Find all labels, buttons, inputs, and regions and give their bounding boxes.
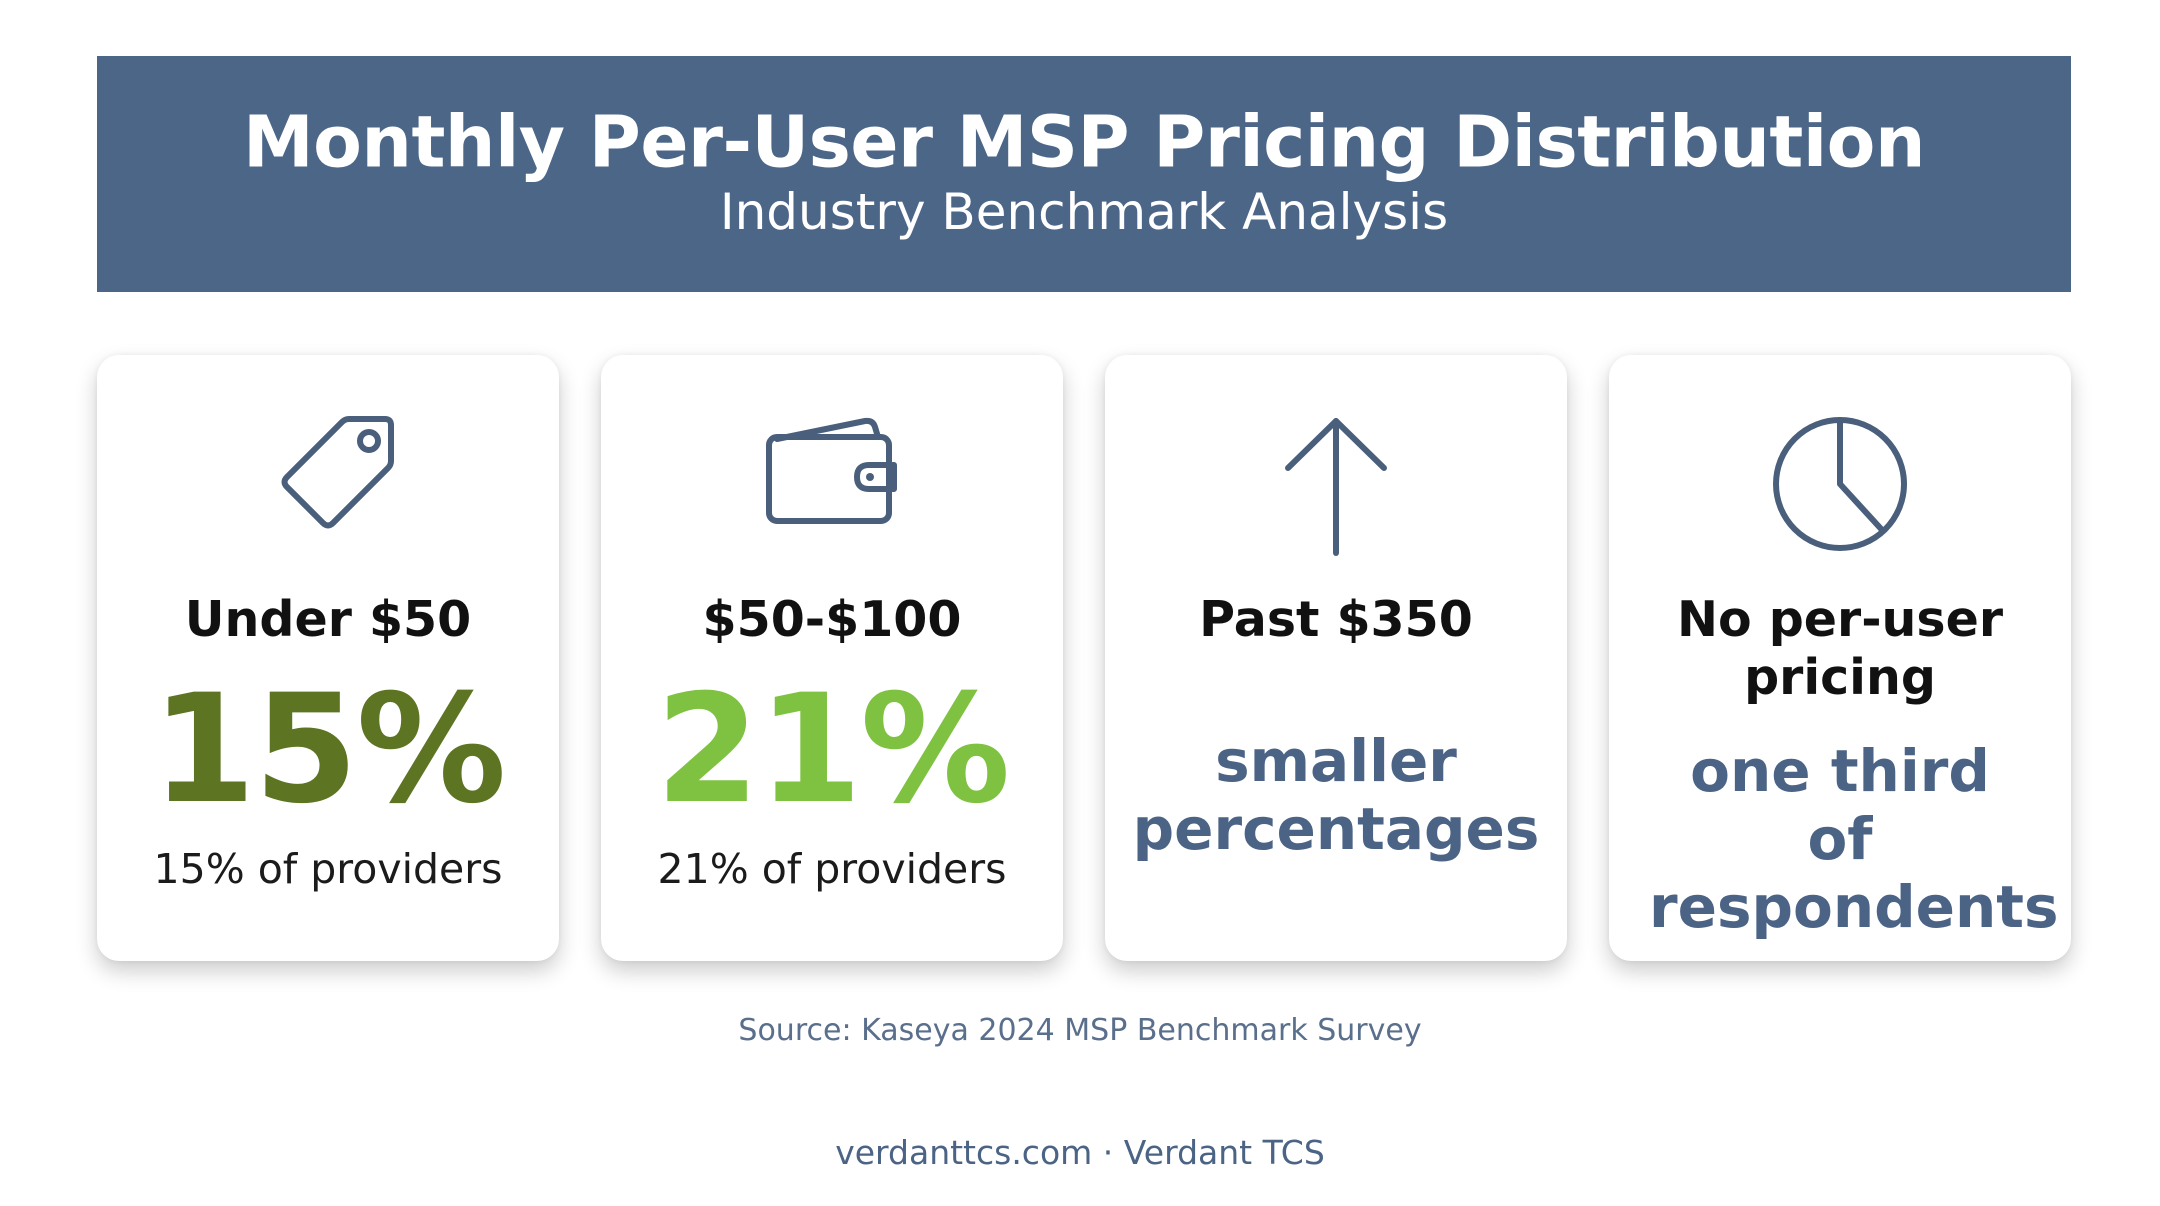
page-subtitle: Industry Benchmark Analysis [719, 183, 1449, 241]
card-label: No per-user pricing [1677, 591, 2003, 706]
card-label: Under $50 [184, 591, 472, 648]
card-description: 15% of providers [153, 845, 503, 893]
header-banner: Monthly Per-User MSP Pricing Distributio… [97, 56, 2071, 292]
wallet-icon [757, 409, 907, 559]
pie-chart-icon [1765, 409, 1915, 559]
arrow-up-icon [1261, 409, 1411, 559]
card-no-per-user: No per-user pricing one third of respond… [1609, 355, 2071, 961]
page-title: Monthly Per-User MSP Pricing Distributio… [242, 100, 1926, 184]
card-label: $50-$100 [702, 591, 962, 648]
card-value: 21% [655, 663, 1010, 837]
card-under-50: Under $50 15% 15% of providers [97, 355, 559, 961]
card-highlight: one third of respondents [1649, 737, 2059, 941]
card-value: 15% [151, 663, 506, 837]
price-tag-icon [253, 409, 403, 559]
card-label: Past $350 [1199, 591, 1473, 648]
card-50-100: $50-$100 21% 21% of providers [601, 355, 1063, 961]
card-highlight: smaller percentages [1132, 727, 1540, 863]
source-note: Source: Kaseya 2024 MSP Benchmark Survey [738, 1013, 1422, 1048]
card-description: 21% of providers [657, 845, 1007, 893]
card-past-350: Past $350 smaller percentages [1105, 355, 1567, 961]
footer-credit: verdanttcs.com · Verdant TCS [835, 1133, 1325, 1172]
